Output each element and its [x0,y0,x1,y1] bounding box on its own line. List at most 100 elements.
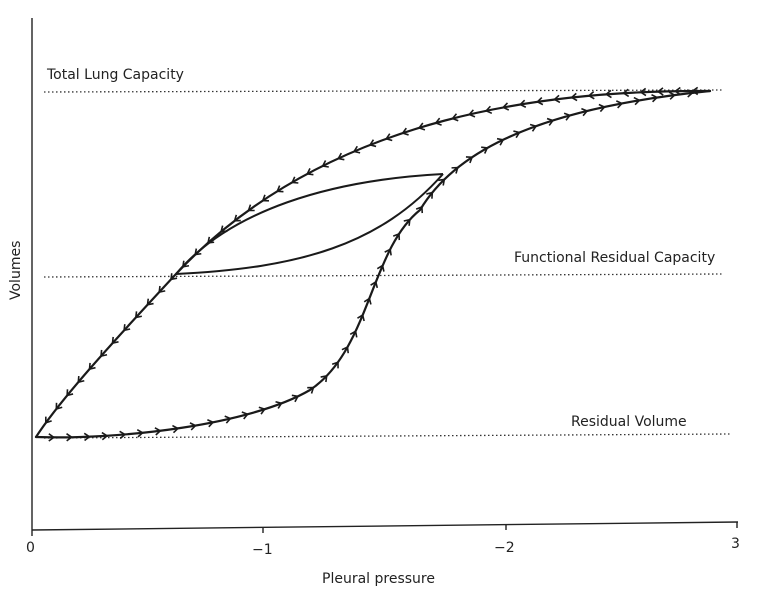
tidal-loop [175,173,444,275]
arrowhead-left-icon [134,311,142,319]
arrowhead-right-icon [258,406,267,415]
arrowhead-right-icon [415,205,424,214]
arrowhead-left-icon [674,86,681,96]
arrowhead-left-icon [66,389,74,397]
arrowhead-right-icon [563,112,572,121]
arrowhead-left-icon [123,324,131,332]
frc-label: Functional Residual Capacity [514,250,715,266]
arrowhead-left-icon [220,225,228,233]
arrowhead-right-icon [172,424,180,434]
tlc-label: Total Lung Capacity [46,67,184,83]
arrowhead-left-icon [467,109,476,118]
arrowhead-left-icon [570,92,578,102]
deflation-curve [34,89,712,439]
arrowhead-right-icon [496,137,505,146]
arrowhead-left-icon [306,168,314,176]
arrowhead-right-icon [370,280,379,289]
arrowhead-right-icon [376,264,385,272]
arrowhead-right-icon [119,430,127,440]
arrowhead-right-icon [241,411,249,420]
arrowhead-right-icon [320,374,328,383]
arrowhead-right-icon [66,433,73,442]
arrowhead-right-icon [307,386,315,394]
arrowhead-right-icon [136,429,144,438]
arrowhead-right-icon [48,433,56,442]
arrowhead-left-icon [261,194,269,202]
arrowhead-left-icon [206,236,215,244]
arrowhead-left-icon [100,349,108,358]
arrowhead-left-icon [146,298,154,306]
tidal-loop-upper [175,173,444,275]
arrowhead-left-icon [111,336,119,345]
arrowhead-right-icon [598,103,606,113]
arrowhead-right-icon [465,156,474,164]
arrowhead-right-icon [357,313,365,322]
arrowhead-left-icon [401,127,409,136]
arrowhead-right-icon [668,91,676,100]
arrowhead-left-icon [276,185,284,193]
arrowhead-right-icon [403,218,411,226]
arrowhead-right-icon [686,89,694,98]
arrowhead-left-icon [368,139,377,148]
arrowhead-right-icon [546,117,555,126]
arrowhead-right-icon [275,400,283,409]
arrowhead-left-icon [501,102,510,111]
arrowhead-right-icon [426,191,434,199]
arrowhead-left-icon [484,105,493,115]
arrowhead-right-icon [224,415,232,424]
arrowhead-left-icon [77,375,85,384]
arrowhead-right-icon [481,146,489,154]
arrowhead-right-icon [651,93,659,103]
arrowhead-right-icon [529,123,538,132]
x-tick-label-1: −1 [252,542,273,558]
arrowhead-right-icon [331,361,339,369]
arrowhead-left-icon [337,152,345,161]
arrowhead-left-icon [181,260,190,268]
arrowhead-right-icon [438,178,446,186]
arrowhead-left-icon [691,86,699,96]
arrowhead-left-icon [170,273,178,281]
inflation-arrowheads [48,89,694,442]
arrowhead-left-icon [247,204,255,212]
arrowhead-left-icon [158,285,166,294]
arrowhead-right-icon [513,130,521,139]
arrowhead-left-icon [291,176,299,184]
arrowhead-left-icon [518,99,527,108]
arrowhead-right-icon [363,297,372,305]
arrowhead-left-icon [587,91,595,100]
rv-line [43,433,731,439]
arrowhead-right-icon [615,100,624,109]
x-axis [31,521,739,531]
arrowhead-left-icon [385,133,393,142]
arrowhead-left-icon [656,87,664,96]
arrowhead-right-icon [207,419,215,428]
inflation-curve [34,89,712,439]
arrowhead-right-icon [633,96,641,106]
tlc-line [43,89,723,93]
frc-line [43,273,723,278]
arrowhead-right-icon [581,107,589,117]
arrowhead-left-icon [553,94,561,104]
arrowhead-right-icon [291,394,300,403]
x-tick-label-2: −2 [494,540,515,556]
rv-label: Residual Volume [571,414,687,430]
arrowhead-right-icon [154,427,162,436]
arrowhead-left-icon [44,416,52,424]
arrowhead-left-icon [434,117,442,126]
arrowhead-left-icon [622,88,630,98]
arrowhead-left-icon [604,89,612,99]
deflation-arrowheads [44,86,699,424]
arrowhead-right-icon [392,232,401,241]
arrowhead-left-icon [233,214,241,222]
arrowhead-right-icon [451,166,459,174]
arrowhead-left-icon [321,160,329,168]
arrowhead-right-icon [349,330,358,338]
arrowhead-right-icon [341,345,349,354]
x-axis-label: Pleural pressure [322,571,435,587]
arrowhead-left-icon [536,96,544,106]
arrowhead-right-icon [189,422,197,431]
arrowhead-left-icon [88,362,96,371]
arrowhead-left-icon [55,402,63,411]
arrowhead-left-icon [352,145,361,154]
